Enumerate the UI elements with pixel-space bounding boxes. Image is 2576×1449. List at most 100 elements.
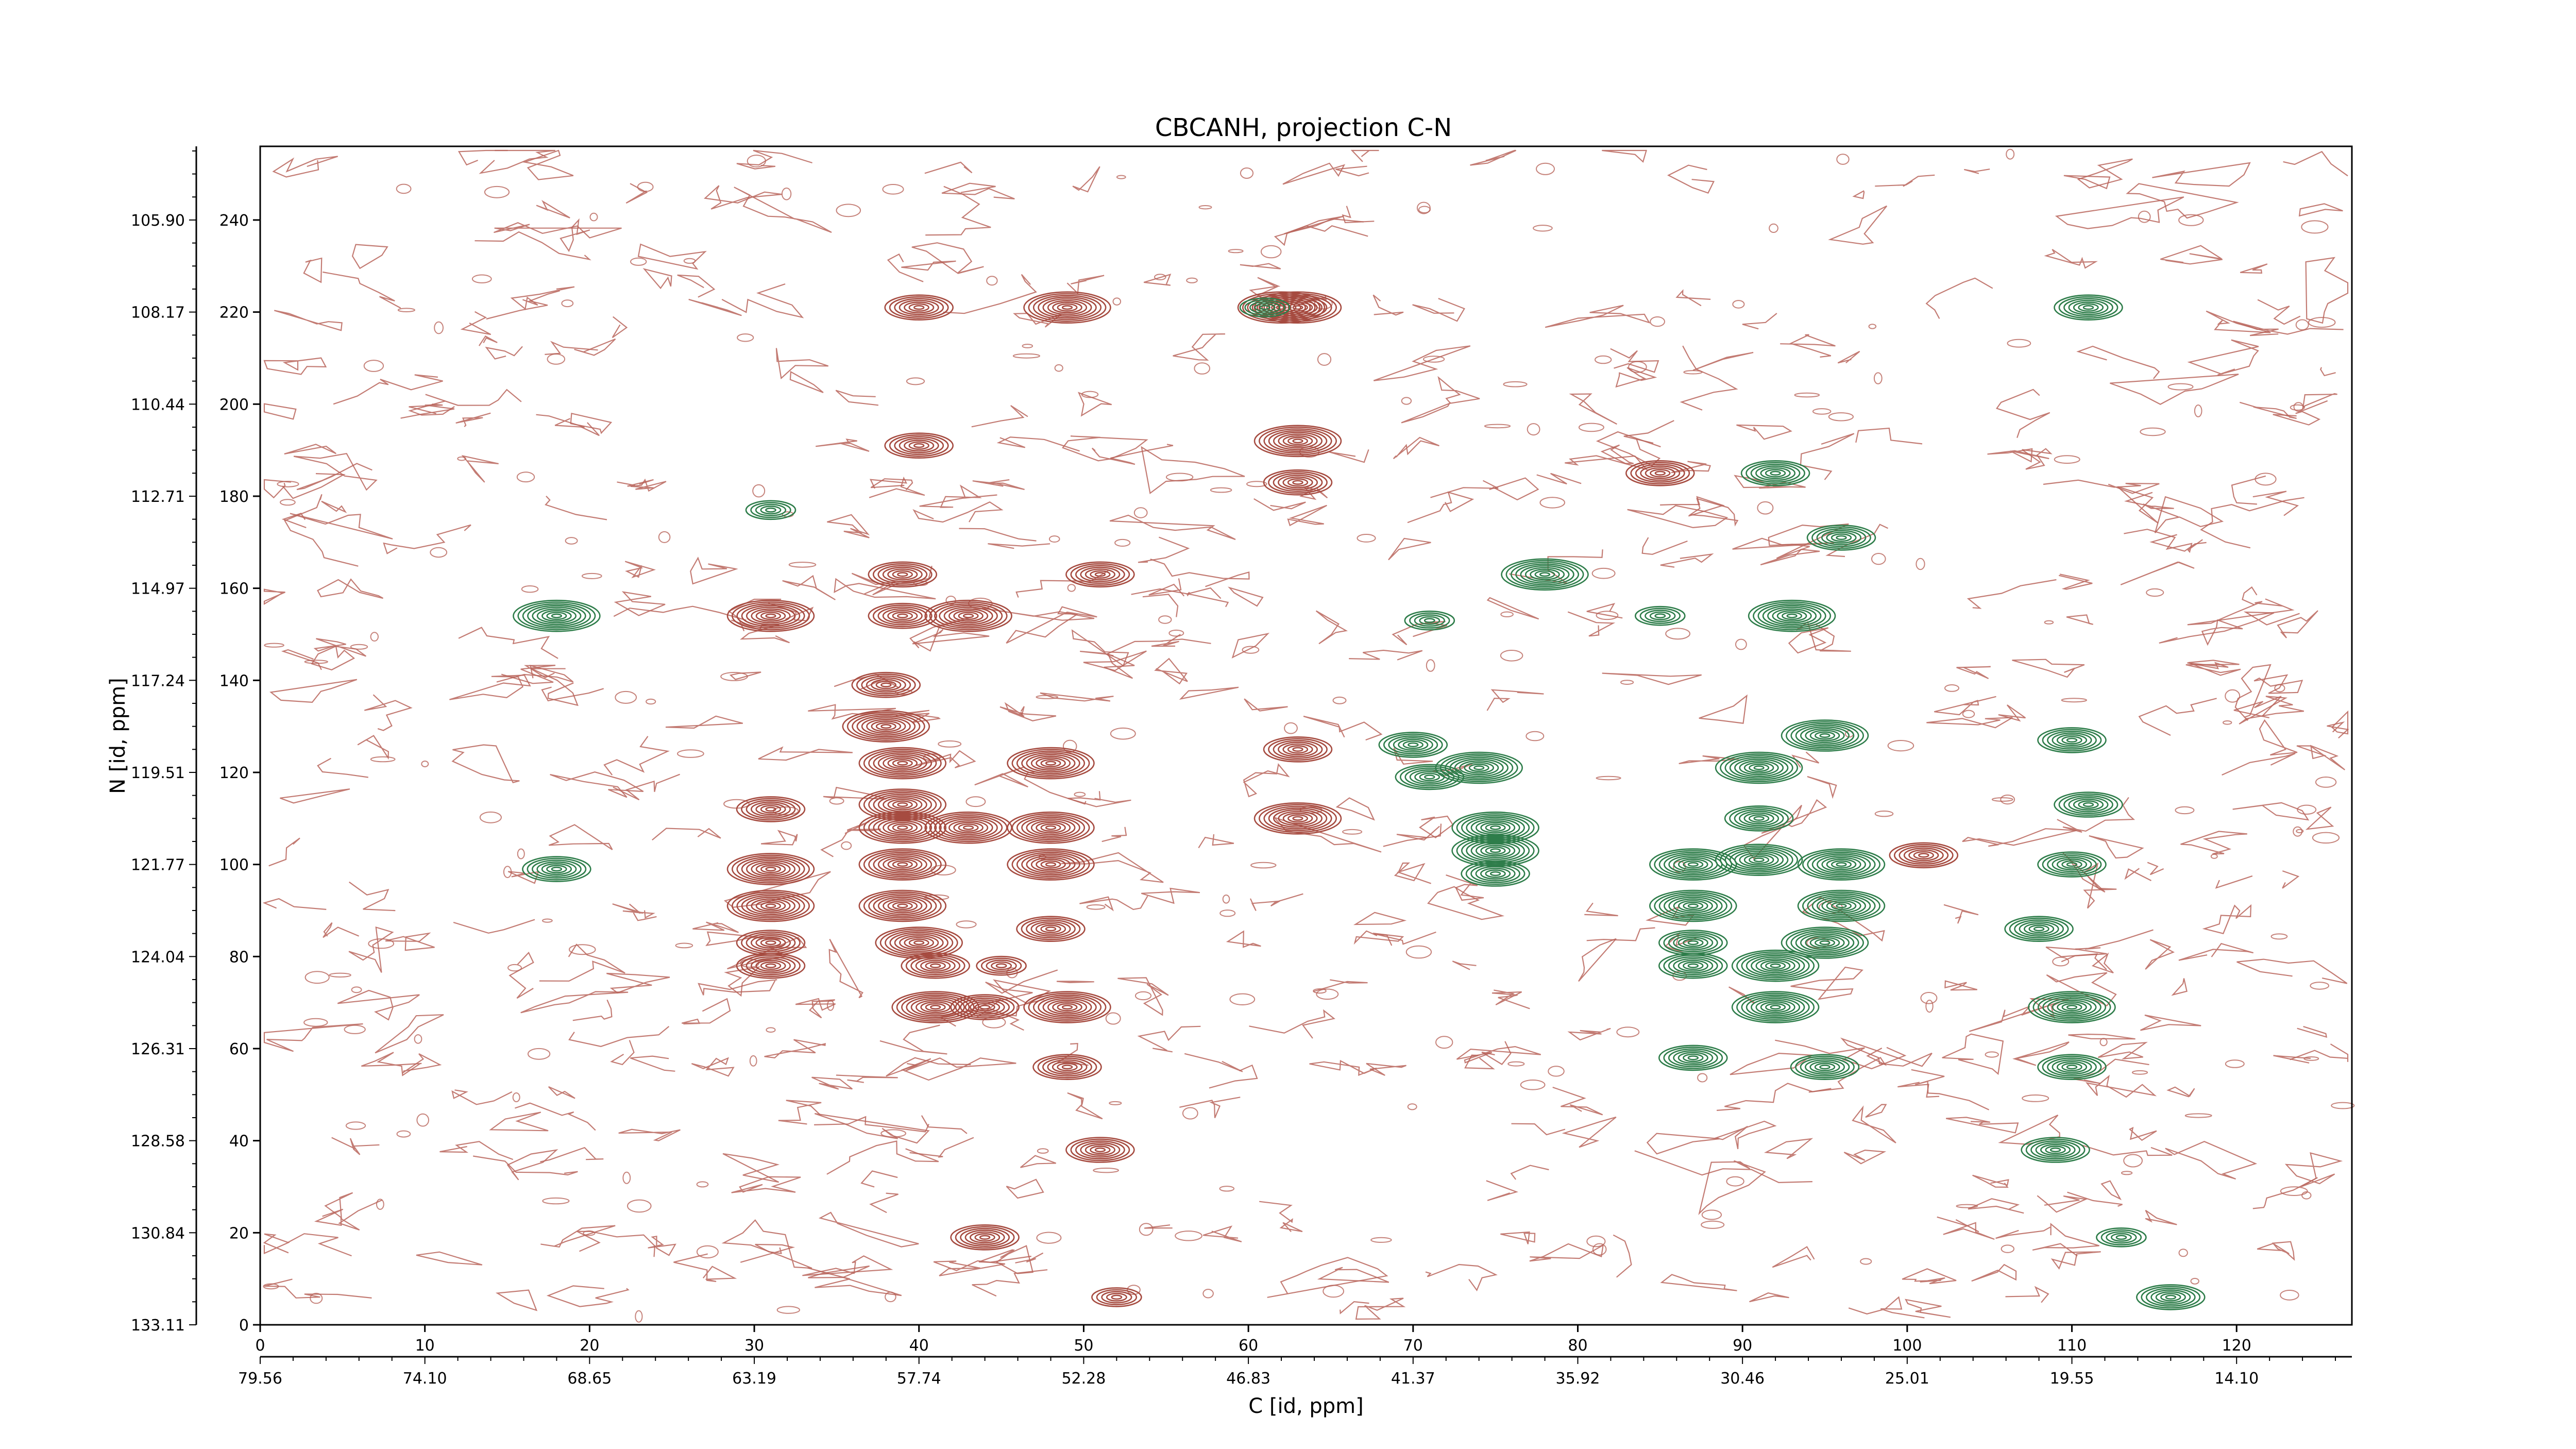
noise-contour (1567, 611, 1616, 637)
noise-contour (879, 1024, 947, 1055)
noise-contour (1536, 162, 1555, 175)
x-index-tick-label: 30 (744, 1337, 764, 1355)
noise-contour (1335, 165, 1369, 177)
noise-contour (1425, 1263, 1498, 1292)
noise-contour (2061, 698, 2088, 703)
noise-contour (1332, 696, 1347, 704)
contour-ring (1096, 1289, 1138, 1306)
noise-contour (303, 257, 323, 283)
contour-ring (1040, 924, 1061, 933)
contour-ring (1786, 928, 1865, 957)
contour-ring (1052, 1001, 1082, 1013)
contour-ring (527, 604, 586, 627)
noise-contour (909, 1137, 974, 1158)
noise-contour (1836, 154, 1850, 165)
noise-contour (1407, 1103, 1417, 1110)
noise-contour (1259, 1201, 1303, 1233)
contour-ring (1473, 765, 1485, 770)
noise-contour (1186, 587, 1222, 599)
noise-contour (1650, 316, 1666, 327)
contour-ring (873, 853, 933, 875)
contour-ring (1673, 1050, 1714, 1066)
noise-contour (1991, 797, 2013, 802)
contour-ring (1683, 902, 1704, 911)
noise-contour (1596, 431, 1661, 467)
noise-contour (974, 766, 1028, 788)
contour-ring (1760, 1001, 1791, 1013)
contour-ring (1649, 889, 1737, 922)
noise-contour (1995, 1226, 2051, 1239)
contour-ring (1016, 815, 1086, 840)
noise-contour (2044, 249, 2098, 269)
noise-contour (1780, 334, 1836, 358)
axes: 0 10 20 30 40 50 60 70 80 90 100 110 120 79.56 74.10 68… (131, 146, 2352, 1388)
noise-contour (2180, 831, 2247, 855)
noise-contour (376, 1199, 384, 1210)
noise-contour (1714, 1120, 1777, 1150)
noise-contour (282, 473, 346, 499)
contour-ring (889, 434, 949, 457)
contour-ring (2042, 853, 2102, 876)
noise-contour (2305, 257, 2349, 324)
contour-ring (887, 757, 918, 769)
contour-ring (1470, 841, 1520, 860)
noise-contour (2187, 598, 2295, 626)
noise-contour (1871, 553, 1886, 565)
y-index-tick-label: 180 (219, 488, 249, 506)
noise-contour (1435, 1036, 1453, 1049)
noise-contour (2273, 400, 2328, 426)
contour-ring (995, 963, 1007, 969)
noise-contour (1407, 491, 1475, 524)
noise-contour (816, 439, 870, 452)
contour-ring (873, 794, 933, 816)
contour-ring (1530, 568, 1560, 581)
noise-contour (978, 1249, 1031, 1263)
contour-ring (897, 825, 908, 830)
contour-ring (2021, 1137, 2090, 1163)
noise-contour (1104, 653, 1135, 679)
positive-peak (1065, 1137, 1135, 1163)
noise-contour (457, 456, 466, 461)
noise-contour (2239, 401, 2297, 419)
noise-contour (363, 360, 384, 372)
noise-contour (324, 1192, 353, 1219)
negative-peak (2028, 991, 2116, 1023)
contour-ring (1023, 291, 1111, 324)
contour-ring (1750, 463, 1801, 483)
noise-contour (2194, 405, 2202, 417)
noise-contour (540, 1147, 604, 1162)
y-ppm-tick-label: 126.31 (131, 1040, 185, 1058)
contour-ring (1663, 954, 1723, 978)
noise-contour (2022, 448, 2053, 470)
noise-contour (882, 184, 904, 195)
noise-contour (461, 455, 499, 483)
noise-contour (1855, 427, 1923, 445)
y-ppm-tick-label: 121.77 (131, 856, 185, 874)
contour-ring (1790, 930, 1859, 956)
noise-contour (455, 412, 491, 427)
noise-contour (1062, 435, 1148, 462)
noise-contour (1287, 504, 1327, 527)
noise-contour (314, 1199, 383, 1231)
contour-ring (2024, 923, 2055, 935)
contour-ring (2042, 996, 2102, 1018)
negative-peak (1790, 1054, 1860, 1080)
noise-contour (1732, 537, 1835, 550)
noise-contour (364, 694, 413, 731)
contour-ring (741, 798, 801, 821)
noise-contour (1586, 603, 1623, 619)
contour-ring (2068, 797, 2109, 813)
contour-ring (751, 935, 791, 951)
noise-contour (1020, 1155, 1056, 1168)
noise-contour (1437, 376, 1480, 404)
noise-contour (860, 1170, 898, 1188)
contour-ring (1654, 470, 1666, 476)
noise-contour (811, 1076, 853, 1090)
noise-contour (1683, 370, 1703, 375)
contour-ring (863, 891, 942, 921)
contour-ring (1753, 857, 1765, 863)
contour-ring (872, 563, 933, 586)
contour-ring (1461, 815, 1530, 840)
contour-ring (1826, 531, 1857, 544)
noise-contour (397, 308, 416, 313)
